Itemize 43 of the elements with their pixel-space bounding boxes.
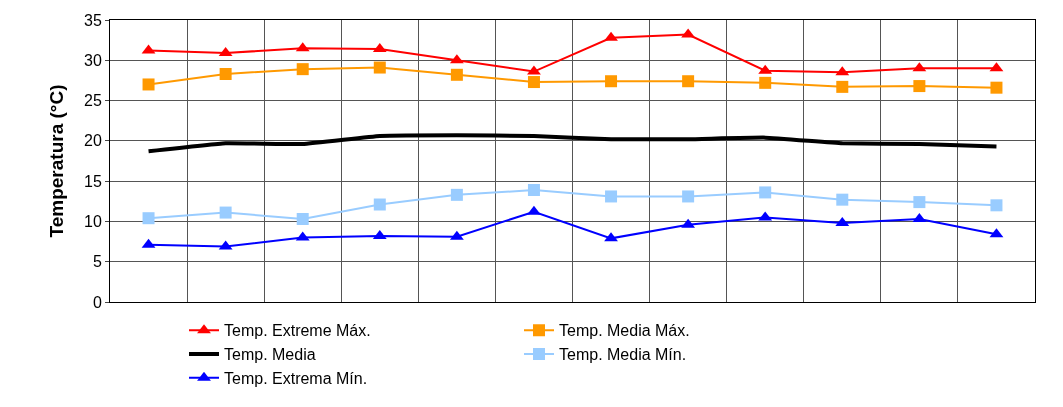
point [605, 190, 618, 203]
point [604, 31, 618, 41]
point [605, 75, 618, 88]
point [759, 76, 772, 89]
y-tick-label: 25 [84, 92, 102, 110]
legend-label: Temp. Media Mín. [559, 346, 687, 364]
y-tick-label: 5 [92, 253, 102, 271]
point [836, 80, 849, 93]
point [682, 75, 695, 88]
legend-label: Temp. Extreme Máx. [224, 322, 371, 340]
point [142, 212, 155, 225]
y-axis-title: Temperatura (°C) [45, 84, 67, 238]
legend-label: Temp. Media [224, 346, 316, 364]
point [450, 68, 463, 81]
point [836, 193, 849, 206]
point [450, 188, 463, 201]
point [527, 184, 540, 197]
y-tick-label: 10 [84, 213, 102, 231]
point [990, 199, 1003, 212]
point [913, 196, 926, 209]
point [142, 78, 155, 91]
point [373, 61, 386, 74]
point [913, 80, 926, 93]
point [219, 206, 232, 219]
point [759, 186, 772, 199]
point [219, 67, 232, 80]
legend-label: Temp. Media Máx. [559, 322, 690, 340]
y-tick-label: 30 [84, 51, 102, 69]
y-tick-label: 0 [92, 293, 102, 311]
point [990, 81, 1003, 94]
point [527, 76, 540, 89]
point [527, 65, 541, 75]
point [296, 63, 309, 76]
line-series [146, 133, 999, 154]
point [527, 205, 541, 215]
legend-label: Temp. Extrema Mín. [224, 370, 368, 388]
y-tick-label: 35 [84, 11, 102, 29]
point [373, 198, 386, 211]
point [682, 190, 695, 203]
y-tick-label: 15 [84, 172, 102, 190]
point [604, 232, 618, 242]
y-tick-label: 20 [84, 132, 102, 150]
point [296, 213, 309, 226]
